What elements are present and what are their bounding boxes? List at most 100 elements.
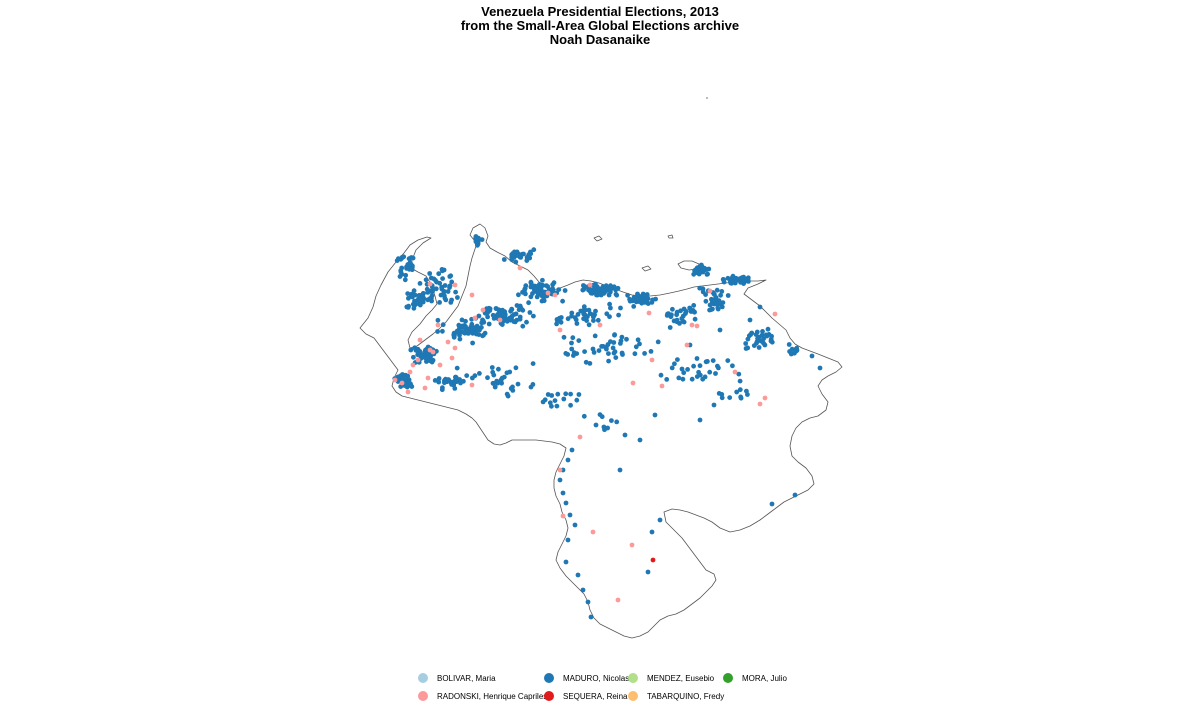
map-title: Venezuela Presidential Elections, 2013	[481, 4, 719, 19]
result-point	[562, 288, 568, 293]
result-point	[582, 349, 587, 354]
result-point	[743, 341, 749, 346]
result-point	[575, 572, 581, 578]
result-point	[581, 311, 587, 317]
result-point	[744, 388, 749, 394]
result-point	[453, 289, 458, 295]
result-point	[569, 310, 575, 316]
result-point	[528, 279, 534, 285]
result-point	[652, 412, 658, 418]
result-point	[704, 272, 710, 277]
result-point	[710, 301, 715, 306]
result-point	[593, 308, 598, 314]
result-point	[764, 333, 770, 339]
result-point	[582, 284, 588, 289]
result-point	[527, 255, 533, 261]
result-point	[412, 302, 418, 307]
result-point	[469, 382, 475, 388]
result-point	[491, 381, 496, 386]
result-point	[591, 314, 596, 320]
result-point	[469, 321, 475, 327]
map-subtitle: from the Small-Area Global Elections arc…	[460, 18, 740, 33]
result-point	[597, 322, 603, 328]
result-point	[622, 432, 628, 438]
result-point	[457, 336, 463, 342]
result-point	[501, 257, 507, 262]
result-point	[561, 396, 567, 402]
result-point	[514, 303, 520, 308]
result-point	[589, 287, 594, 293]
result-point	[433, 286, 439, 292]
result-point	[518, 305, 524, 311]
legend-item-mora: MORA, Julio	[723, 670, 787, 686]
result-point	[684, 342, 690, 348]
result-point	[452, 282, 458, 288]
result-point	[586, 322, 592, 328]
result-point	[463, 324, 468, 329]
result-point	[672, 361, 677, 367]
result-point	[591, 318, 596, 323]
result-point	[435, 322, 441, 328]
result-point	[715, 363, 720, 369]
result-point	[439, 284, 445, 290]
result-point	[495, 380, 500, 386]
result-point	[615, 285, 621, 291]
result-point	[529, 283, 534, 289]
result-point	[604, 344, 609, 350]
result-point	[449, 382, 454, 387]
result-point	[698, 263, 703, 269]
result-point	[607, 314, 612, 320]
result-point	[554, 403, 560, 409]
result-point	[593, 422, 599, 428]
result-point	[757, 304, 763, 310]
result-point	[403, 380, 408, 386]
result-point	[725, 293, 731, 298]
result-point	[410, 362, 416, 368]
result-point	[453, 378, 459, 384]
result-point	[614, 292, 620, 298]
result-point	[520, 323, 526, 329]
result-point	[581, 304, 587, 310]
result-point	[697, 267, 703, 273]
result-point	[470, 340, 475, 346]
result-point	[448, 300, 454, 305]
legend-swatch-mora	[723, 673, 733, 683]
result-point	[394, 258, 400, 263]
result-point	[560, 513, 566, 519]
result-point	[458, 380, 463, 386]
legend-swatch-radonski	[418, 691, 428, 701]
result-point	[495, 312, 501, 317]
result-point	[435, 317, 441, 323]
result-point	[447, 285, 452, 290]
result-point	[612, 349, 618, 355]
result-point	[758, 338, 764, 344]
legend-label-sequera: SEQUERA, Reina	[563, 691, 628, 701]
legend-item-sequera: SEQUERA, Reina	[544, 688, 627, 704]
result-point	[477, 371, 482, 376]
legend-label-bolivar: BOLIVAR, Maria	[437, 673, 496, 683]
result-point	[606, 358, 611, 364]
result-point	[634, 296, 640, 302]
result-point	[428, 356, 434, 362]
result-point	[487, 306, 493, 312]
result-point	[610, 345, 616, 351]
result-point	[669, 365, 675, 371]
result-point	[473, 326, 478, 332]
result-point	[575, 312, 581, 317]
result-point	[522, 289, 527, 295]
result-point	[518, 255, 524, 260]
result-point	[619, 350, 625, 356]
legend-swatch-bolivar	[418, 673, 428, 683]
result-point	[425, 375, 431, 381]
result-point	[697, 417, 703, 423]
result-point	[496, 366, 501, 372]
result-point	[560, 490, 566, 496]
result-point	[631, 304, 637, 309]
result-point	[445, 289, 451, 294]
result-point	[587, 282, 593, 288]
result-point	[440, 328, 445, 334]
result-point	[563, 500, 569, 506]
result-point	[459, 317, 465, 323]
result-point	[485, 375, 490, 381]
result-point	[469, 292, 475, 298]
